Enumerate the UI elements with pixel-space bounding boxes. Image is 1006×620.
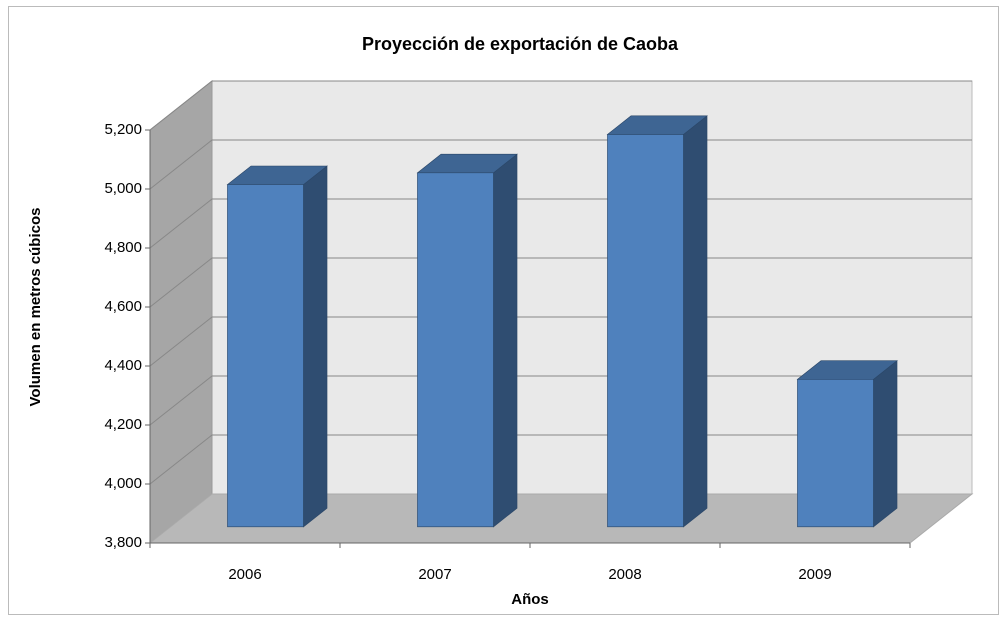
bar-front (417, 172, 494, 528)
bar-front (227, 184, 304, 528)
x-tick-label: 2009 (798, 566, 831, 583)
y-axis-label: Volumen en metros cúbicos (27, 208, 44, 407)
grid-line (149, 375, 972, 426)
y-tick-label: 5,000 (104, 180, 142, 197)
x-tick-label: 2007 (418, 566, 451, 583)
y-tick-label: 5,200 (104, 121, 142, 138)
grid-line (149, 80, 972, 131)
bar (796, 360, 898, 528)
x-axis-label: Años (511, 591, 549, 608)
y-tick-label: 4,200 (104, 416, 142, 433)
y-tick-label: 4,800 (104, 239, 142, 256)
y-tick-label: 4,000 (104, 475, 142, 492)
bar-side (303, 165, 328, 528)
bar-front (797, 379, 874, 528)
chart-title: Proyección de exportación de Caoba (362, 34, 679, 54)
bar (606, 115, 708, 528)
bar-side (873, 360, 898, 528)
bar-front (607, 134, 684, 528)
y-tick-label: 4,600 (104, 298, 142, 315)
x-tick-label: 2006 (228, 566, 261, 583)
y-tick-label: 3,800 (104, 534, 142, 551)
bar (226, 165, 328, 528)
grid-line (149, 198, 972, 249)
x-tick-label: 2008 (608, 566, 641, 583)
grid-line (149, 257, 972, 308)
grid-line (149, 139, 972, 190)
bar (416, 153, 518, 528)
bar-side (683, 115, 708, 528)
side-wall (149, 79, 213, 545)
grid-line (149, 434, 972, 485)
y-tick-label: 4,400 (104, 357, 142, 374)
bar-side (493, 153, 518, 528)
grid-line (149, 316, 972, 367)
